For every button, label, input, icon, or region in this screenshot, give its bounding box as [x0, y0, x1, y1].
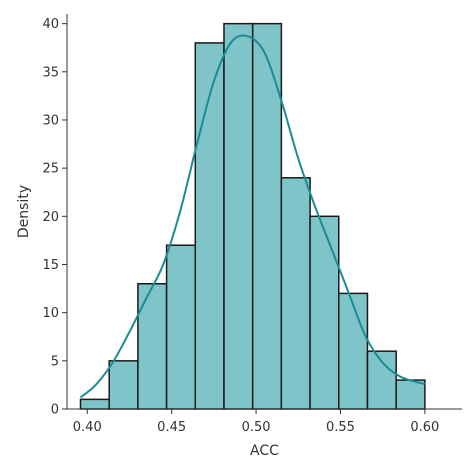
y-tick-label: 20	[42, 210, 59, 225]
x-axis-title: ACC	[250, 443, 279, 459]
histogram-bar-5	[223, 22, 254, 410]
y-tick-label: 30	[42, 113, 59, 128]
y-axis-title: Density	[16, 185, 32, 238]
histogram-bar-0	[79, 398, 110, 410]
axes	[66, 14, 462, 410]
histogram-bar-3	[165, 244, 197, 410]
histogram-bar-11	[395, 379, 426, 410]
x-tick-label: 0.60	[410, 420, 439, 435]
histogram-bar-8	[309, 215, 340, 410]
kde-curve	[79, 34, 426, 399]
histogram-bar-10	[366, 350, 397, 410]
x-tick-label: 0.45	[157, 420, 186, 435]
histogram-bar-7	[280, 177, 311, 410]
histogram-bars	[79, 22, 426, 410]
y-tick-label: 10	[42, 306, 59, 321]
y-tick-label: 0	[51, 403, 59, 418]
histogram-bar-9	[338, 292, 369, 410]
y-tick-label: 5	[51, 354, 59, 369]
y-ticks: 0 5 10 15 20 25 30 35 40	[42, 17, 67, 418]
y-tick-label: 25	[42, 162, 59, 177]
histogram-bar-6	[251, 22, 283, 410]
y-tick-label: 35	[42, 65, 59, 80]
histogram-bar-2	[137, 283, 168, 410]
histogram-bar-1	[108, 360, 139, 410]
y-tick-label: 40	[42, 17, 59, 32]
x-tick-label: 0.50	[242, 420, 271, 435]
x-tick-label: 0.40	[73, 420, 102, 435]
x-ticks: 0.40 0.45 0.50 0.55 0.60	[73, 409, 439, 435]
x-tick-label: 0.55	[326, 420, 355, 435]
y-tick-label: 15	[42, 258, 59, 273]
